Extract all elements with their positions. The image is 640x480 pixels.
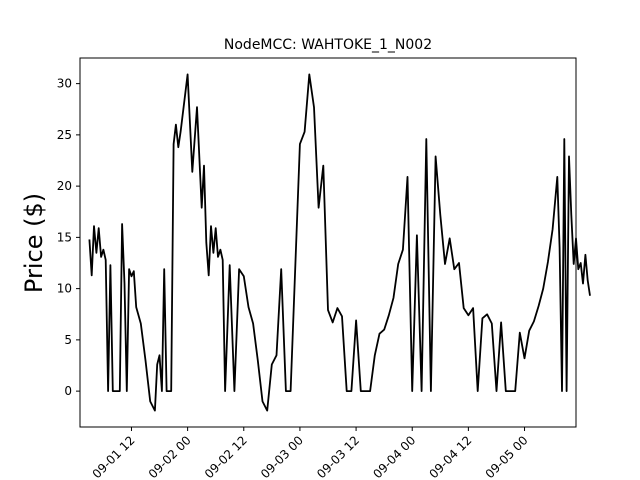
y-tick-label: 15 (57, 230, 72, 244)
y-tick-label: 20 (57, 179, 72, 193)
y-axis-label: Price ($) (20, 193, 48, 293)
y-tick-label: 0 (64, 384, 72, 398)
y-axis: 0 5 10 15 20 25 30 (57, 77, 80, 398)
y-tick-label: 5 (64, 333, 72, 347)
series-line (88, 73, 591, 412)
plot-area (88, 73, 591, 412)
y-tick-label: 30 (57, 77, 72, 91)
axes-frame (79, 57, 577, 428)
y-tick-label: 10 (57, 282, 72, 296)
chart-title: NodeMCC: WAHTOKE_1_N002 (224, 37, 432, 53)
y-tick-label: 25 (57, 128, 72, 142)
